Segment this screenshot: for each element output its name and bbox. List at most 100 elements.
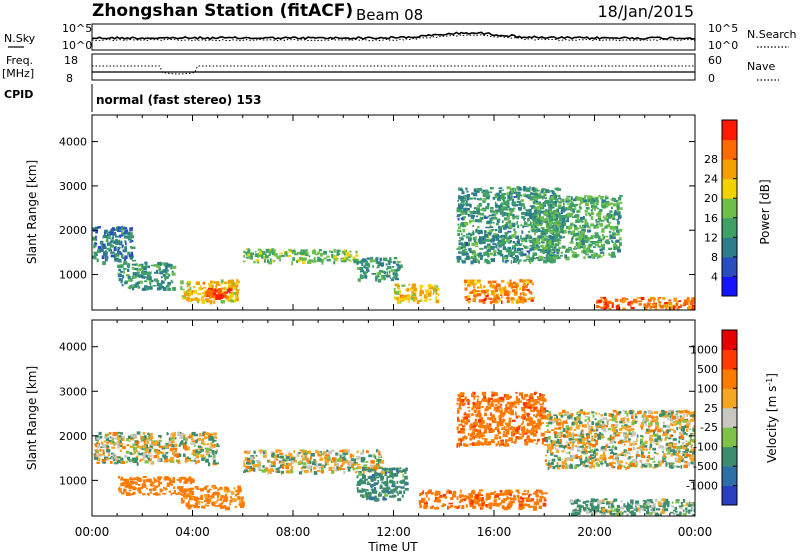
echo-cell	[376, 449, 379, 453]
echo-cell	[501, 234, 506, 238]
echo-cell	[483, 424, 487, 429]
echo-cell	[502, 226, 507, 230]
echo-cell	[620, 299, 625, 302]
echo-cell	[542, 251, 545, 254]
echo-cell	[467, 415, 471, 418]
echo-cell	[332, 461, 337, 463]
echo-cell	[365, 489, 369, 492]
echo-cell	[511, 201, 514, 206]
echo-cell	[612, 227, 616, 230]
echo-cell	[605, 196, 609, 200]
echo-cell	[149, 282, 152, 287]
echo-cell	[499, 435, 501, 439]
echo-cell	[558, 246, 561, 249]
echo-cell	[479, 197, 483, 201]
echo-cell	[202, 431, 207, 435]
echo-cell	[125, 242, 127, 246]
echo-cell	[130, 493, 134, 496]
echo-cell	[247, 253, 251, 257]
echo-cell	[501, 492, 505, 496]
echo-cell	[647, 298, 652, 302]
echo-cell	[419, 293, 423, 297]
echo-cell	[138, 453, 143, 456]
echo-cell	[407, 294, 411, 299]
echo-cell	[372, 473, 376, 478]
echo-cell	[611, 464, 614, 469]
echo-cell	[149, 488, 153, 492]
echo-cell	[693, 300, 695, 304]
echo-cell	[582, 236, 585, 240]
echo-cell	[229, 293, 234, 298]
echo-cell	[384, 467, 389, 470]
echo-cell	[300, 450, 305, 453]
echo-cell	[509, 279, 512, 283]
echo-cell	[421, 499, 425, 503]
echo-cell	[111, 237, 114, 240]
echo-cell	[611, 251, 616, 256]
echo-cell	[466, 190, 469, 193]
echo-cell	[570, 223, 573, 227]
echo-cell	[212, 280, 214, 284]
echo-cell	[187, 505, 191, 510]
echo-cell	[461, 402, 466, 405]
echo-cell	[577, 241, 582, 246]
echo-cell	[484, 412, 488, 417]
echo-cell	[507, 230, 512, 233]
echo-cell	[408, 283, 411, 286]
echo-cell	[602, 301, 606, 304]
echo-cell	[615, 240, 619, 243]
echo-cell	[595, 462, 598, 465]
echo-cell	[145, 264, 148, 268]
echo-cell	[180, 501, 185, 504]
echo-cell	[488, 221, 493, 224]
echo-cell	[481, 289, 486, 294]
echo-cell	[513, 257, 515, 262]
echo-cell	[181, 432, 185, 437]
echo-cell	[508, 221, 511, 224]
freq-tick-bottom: 8	[66, 72, 73, 85]
echo-cell	[579, 458, 583, 461]
echo-cell	[499, 490, 503, 493]
echo-cell	[488, 423, 492, 426]
echo-cell	[350, 454, 355, 458]
echo-cell	[501, 195, 505, 198]
echo-cell	[485, 205, 490, 210]
echo-cell	[575, 216, 578, 218]
echo-cell	[123, 236, 128, 239]
echo-cell	[619, 195, 623, 197]
echo-cell	[513, 433, 515, 437]
echo-cell	[547, 466, 550, 470]
echo-cell	[100, 242, 103, 246]
echo-cell	[380, 459, 385, 464]
echo-cell	[525, 418, 530, 422]
echo-cell	[376, 476, 379, 479]
echo-cell	[497, 429, 500, 432]
echo-cell	[196, 488, 200, 490]
echo-cell	[318, 466, 321, 470]
echo-cell	[177, 491, 181, 494]
echo-cell	[216, 499, 221, 501]
echo-cell	[583, 199, 588, 203]
echo-cell	[480, 283, 482, 288]
echo-cell	[105, 457, 110, 460]
echo-cell	[379, 262, 384, 266]
echo-cell	[436, 287, 440, 291]
echo-cell	[653, 303, 656, 306]
echo-cell	[170, 460, 175, 463]
echo-cell	[475, 236, 477, 240]
echo-cell	[170, 432, 173, 437]
echo-cell	[235, 294, 237, 298]
echo-cell	[570, 208, 575, 211]
echo-cell	[494, 300, 499, 304]
echo-cell	[499, 290, 503, 294]
echo-cell	[511, 286, 515, 289]
echo-cell	[146, 448, 149, 451]
echo-cell	[488, 503, 493, 506]
echo-cell	[590, 236, 594, 240]
echo-cell	[503, 431, 505, 433]
echo-cell	[250, 467, 255, 472]
echo-cell	[520, 407, 526, 410]
echo-cell	[677, 418, 683, 422]
echo-cell	[511, 208, 515, 211]
echo-cell	[675, 410, 679, 413]
